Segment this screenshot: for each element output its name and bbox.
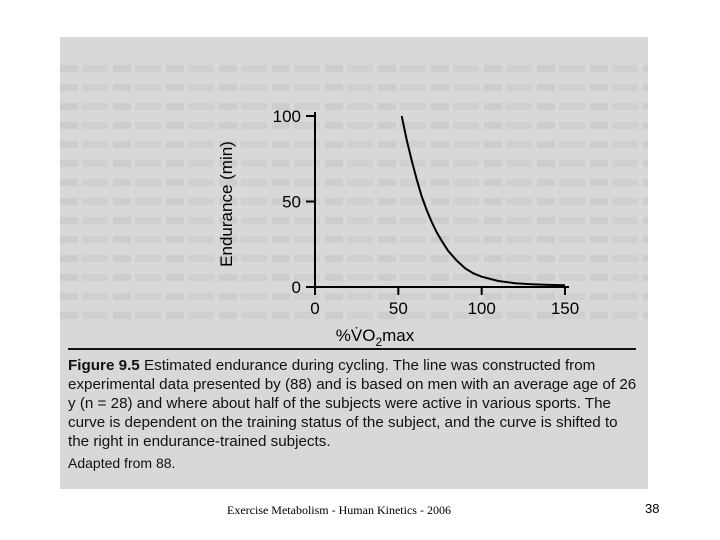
caption-text: Estimated endurance during cycling. The … xyxy=(68,357,637,450)
chart-axes xyxy=(314,112,569,288)
x-axis-title: %V̇O2max xyxy=(336,326,415,349)
bleed-through-line xyxy=(60,160,648,167)
bleed-through-line xyxy=(60,312,648,319)
endurance-curve xyxy=(400,115,566,287)
x-tick-label: 100 xyxy=(467,299,495,318)
bleed-through-line xyxy=(60,122,648,129)
slide-footer: Exercise Metabolism - Human Kinetics - 2… xyxy=(227,503,451,517)
chart-ticks: 0 50 100 0 50 100 150 xyxy=(273,107,580,318)
y-tick-label: 50 xyxy=(282,193,301,212)
bleed-through-line xyxy=(60,65,648,72)
bleed-through-line xyxy=(60,103,648,110)
caption-divider xyxy=(68,348,636,350)
page-number: 38 xyxy=(645,501,660,516)
bleed-through-line xyxy=(60,293,648,300)
bleed-through-line xyxy=(60,236,648,243)
bleed-through-line xyxy=(60,179,648,186)
bleed-through-line xyxy=(60,274,648,281)
figure-caption: Figure 9.5 Estimated endurance during cy… xyxy=(68,356,640,451)
bleed-through-line xyxy=(60,84,648,91)
y-tick-label: 100 xyxy=(273,107,301,126)
y-axis-title: Endurance (min) xyxy=(217,141,236,267)
x-tick-label: 0 xyxy=(310,299,319,318)
figure-label: Figure 9.5 xyxy=(68,357,140,374)
y-tick-label: 0 xyxy=(292,278,301,297)
bleed-through-line xyxy=(60,255,648,262)
bleed-through-line xyxy=(60,141,648,148)
adapted-from-note: Adapted from 88. xyxy=(68,455,176,471)
endurance-chart: 0 50 100 0 50 100 150 Endurance (min) %V̇O2max xyxy=(217,107,580,349)
scanned-page: 0 50 100 0 50 100 150 Endurance (min) %V̇O2max… xyxy=(60,37,648,489)
bleed-through-line xyxy=(60,217,648,224)
bleed-through-line xyxy=(60,198,648,205)
x-tick-label: 150 xyxy=(551,299,579,318)
background-bleed-through-text xyxy=(60,37,648,489)
x-tick-label: 50 xyxy=(389,299,408,318)
